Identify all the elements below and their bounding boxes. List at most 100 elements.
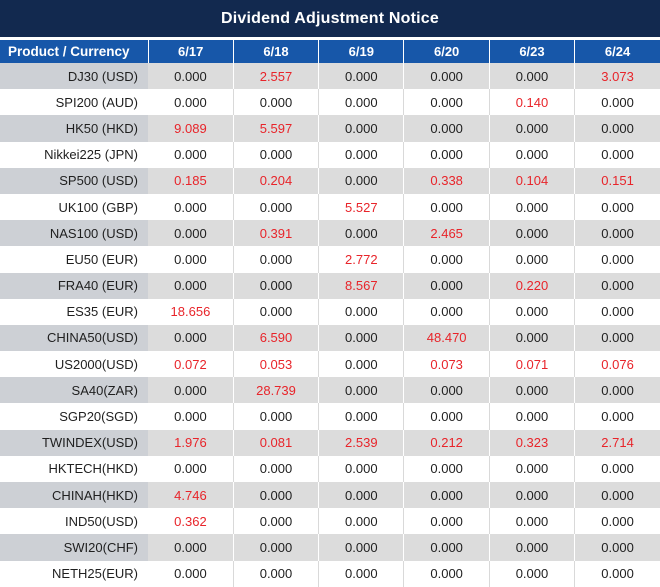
value-cell: 0.000 xyxy=(574,246,660,273)
value-cell: 0.000 xyxy=(574,508,660,535)
value-cell: 0.000 xyxy=(489,298,576,325)
value-cell: 0.000 xyxy=(489,377,576,404)
title-bar: Dividend Adjustment Notice xyxy=(0,0,660,37)
value-cell: 0.000 xyxy=(148,455,234,482)
value-cell: 0.000 xyxy=(148,63,234,90)
table-row: UK100 (GBP) 0.000 0.000 5.527 0.000 0.000 0.00… xyxy=(0,193,660,221)
table-row: SPI200 (AUD) 0.000 0.000 0.000 0.000 0.140 0.0… xyxy=(0,89,660,116)
value-cell: 0.000 xyxy=(574,403,660,430)
value-cell: 0.000 xyxy=(318,89,405,116)
value-cell: 0.000 xyxy=(403,141,490,168)
value-cell: 0.185 xyxy=(148,167,234,194)
value-cell: 0.000 xyxy=(318,508,405,535)
value-cell: 0.000 xyxy=(233,272,320,299)
product-cell: SWI20(CHF) xyxy=(0,534,148,561)
value-cell: 0.000 xyxy=(574,455,660,482)
value-cell: 8.567 xyxy=(318,272,405,299)
value-cell: 0.000 xyxy=(318,167,405,194)
value-cell: 0.000 xyxy=(148,89,234,116)
product-cell: NETH25(EUR) xyxy=(0,560,148,587)
table-row: HK50 (HKD) 9.089 5.597 0.000 0.000 0.000 0.000 xyxy=(0,115,660,142)
table-row: ES35 (EUR) 18.656 0.000 0.000 0.000 0.000 0.00… xyxy=(0,298,660,325)
product-cell: DJ30 (USD) xyxy=(0,63,148,90)
header-row: Product / Currency 6/17 6/18 6/19 6/20 6… xyxy=(0,40,660,63)
product-cell: ES35 (EUR) xyxy=(0,298,148,325)
product-cell: CHINAH(HKD) xyxy=(0,482,148,509)
value-cell: 0.000 xyxy=(318,351,405,378)
value-cell: 0.000 xyxy=(148,193,234,221)
value-cell: 0.000 xyxy=(318,560,405,587)
value-cell: 0.000 xyxy=(318,455,405,482)
value-cell: 0.151 xyxy=(574,167,660,194)
value-cell: 0.000 xyxy=(489,455,576,482)
table-row: SWI20(CHF) 0.000 0.000 0.000 0.000 0.000 0.000 xyxy=(0,534,660,561)
product-cell: SPI200 (AUD) xyxy=(0,89,148,116)
table-header: Product / Currency 6/17 6/18 6/19 6/20 6… xyxy=(0,40,660,63)
value-cell: 0.000 xyxy=(574,482,660,509)
value-cell: 0.072 xyxy=(148,351,234,378)
value-cell: 0.000 xyxy=(574,220,660,247)
value-cell: 0.000 xyxy=(233,193,320,221)
value-cell: 3.073 xyxy=(574,63,660,90)
value-cell: 4.746 xyxy=(148,482,234,509)
product-cell: NAS100 (USD) xyxy=(0,220,148,247)
table-row: SP500 (USD) 0.185 0.204 0.000 0.338 0.104 0.15… xyxy=(0,167,660,194)
product-cell: Nikkei225 (JPN) xyxy=(0,141,148,168)
value-cell: 2.539 xyxy=(318,429,405,456)
value-cell: 0.000 xyxy=(233,508,320,535)
value-cell: 1.976 xyxy=(148,429,234,456)
value-cell: 0.362 xyxy=(148,508,234,535)
value-cell: 0.053 xyxy=(233,351,320,378)
product-cell: SP500 (USD) xyxy=(0,167,148,194)
product-cell: CHINA50(USD) xyxy=(0,324,148,352)
product-cell: FRA40 (EUR) xyxy=(0,272,148,299)
value-cell: 48.470 xyxy=(403,324,490,352)
value-cell: 0.000 xyxy=(233,141,320,168)
value-cell: 0.000 xyxy=(403,246,490,273)
value-cell: 0.000 xyxy=(489,246,576,273)
value-cell: 0.104 xyxy=(489,167,576,194)
value-cell: 2.714 xyxy=(574,429,660,456)
value-cell: 0.000 xyxy=(403,63,490,90)
value-cell: 0.000 xyxy=(318,115,405,142)
value-cell: 9.089 xyxy=(148,115,234,142)
value-cell: 0.000 xyxy=(318,220,405,247)
value-cell: 0.000 xyxy=(403,89,490,116)
product-cell: TWINDEX(USD) xyxy=(0,429,148,456)
value-cell: 0.000 xyxy=(233,246,320,273)
value-cell: 0.000 xyxy=(148,141,234,168)
value-cell: 0.000 xyxy=(574,377,660,404)
value-cell: 0.000 xyxy=(233,403,320,430)
product-cell: US2000(USD) xyxy=(0,351,148,378)
value-cell: 0.000 xyxy=(233,560,320,587)
value-cell: 0.000 xyxy=(148,377,234,404)
value-cell: 0.000 xyxy=(318,298,405,325)
table-row: Nikkei225 (JPN) 0.000 0.000 0.000 0.000 0.000… xyxy=(0,141,660,168)
value-cell: 0.140 xyxy=(489,89,576,116)
value-cell: 0.000 xyxy=(318,482,405,509)
column-header-date-4: 6/20 xyxy=(403,40,490,63)
value-cell: 0.000 xyxy=(318,403,405,430)
value-cell: 0.073 xyxy=(403,351,490,378)
product-cell: HK50 (HKD) xyxy=(0,115,148,142)
value-cell: 0.220 xyxy=(489,272,576,299)
column-header-date-1: 6/17 xyxy=(148,40,234,63)
table-row: NAS100 (USD) 0.000 0.391 0.000 2.465 0.000 0.0… xyxy=(0,220,660,247)
table-row: FRA40 (EUR) 0.000 0.000 8.567 0.000 0.220 0.00… xyxy=(0,272,660,299)
value-cell: 2.557 xyxy=(233,63,320,90)
value-cell: 0.081 xyxy=(233,429,320,456)
table-row: TWINDEX(USD) 1.976 0.081 2.539 0.212 0.323 2.7… xyxy=(0,429,660,456)
value-cell: 0.000 xyxy=(233,298,320,325)
value-cell: 0.000 xyxy=(318,324,405,352)
value-cell: 5.597 xyxy=(233,115,320,142)
value-cell: 0.000 xyxy=(233,482,320,509)
table-row: HKTECH(HKD) 0.000 0.000 0.000 0.000 0.000 0.00… xyxy=(0,455,660,482)
value-cell: 0.000 xyxy=(574,324,660,352)
product-cell: HKTECH(HKD) xyxy=(0,455,148,482)
table-row: NETH25(EUR) 0.000 0.000 0.000 0.000 0.000 0.00… xyxy=(0,560,660,587)
value-cell: 0.000 xyxy=(148,246,234,273)
value-cell: 0.000 xyxy=(489,324,576,352)
table-row: DJ30 (USD) 0.000 2.557 0.000 0.000 0.000 3.073 xyxy=(0,63,660,90)
value-cell: 0.000 xyxy=(489,560,576,587)
value-cell: 0.323 xyxy=(489,429,576,456)
